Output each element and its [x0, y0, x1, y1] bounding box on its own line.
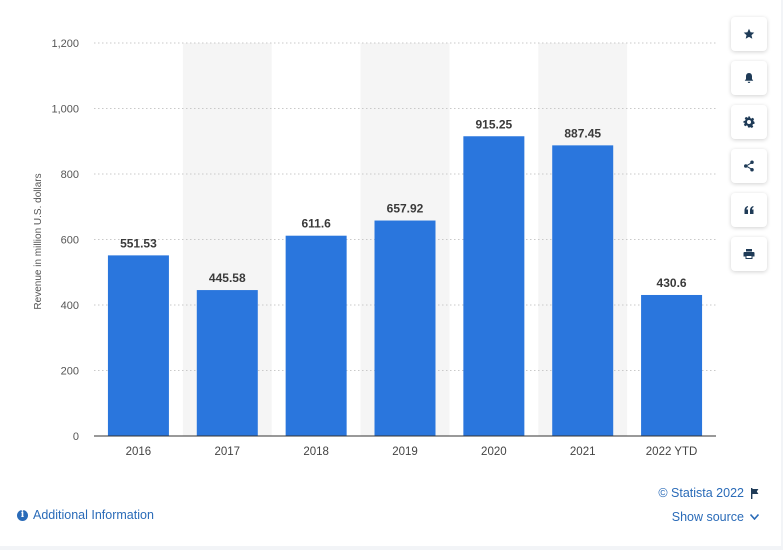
quote-icon [744, 206, 754, 214]
x-tick-label: 2021 [570, 446, 596, 458]
y-tick-label: 600 [61, 235, 79, 247]
cite-button[interactable] [731, 193, 767, 227]
bar-value-label: 657.92 [387, 202, 424, 216]
bar-value-label: 611.6 [301, 217, 331, 231]
x-tick-label: 2016 [126, 446, 152, 458]
additional-information-link[interactable]: i Additional Information [17, 508, 154, 522]
bar-value-label: 887.45 [564, 126, 601, 140]
chevron-down-icon [750, 514, 759, 520]
print-button[interactable] [731, 237, 767, 271]
bar[interactable] [552, 145, 614, 437]
share-icon [744, 160, 754, 172]
print-icon [743, 249, 755, 259]
bar-value-label: 445.58 [209, 271, 246, 285]
additional-information-label: Additional Information [33, 508, 154, 522]
x-tick-label: 2017 [214, 446, 240, 458]
y-tick-label: 1,000 [51, 104, 79, 116]
bell-icon [744, 73, 754, 83]
statista-credit[interactable]: © Statista 2022 [658, 486, 759, 500]
bar-value-label: 430.6 [657, 276, 687, 290]
y-tick-label: 800 [61, 169, 79, 181]
info-icon: i [17, 509, 28, 521]
y-tick-label: 200 [61, 366, 79, 378]
notification-button[interactable] [731, 61, 767, 95]
bar[interactable] [641, 294, 703, 436]
y-tick-label: 0 [73, 431, 79, 443]
x-tick-label: 2019 [392, 446, 418, 458]
y-tick-label: 1,200 [51, 38, 79, 50]
bar-value-label: 551.53 [120, 236, 157, 250]
bar[interactable] [196, 290, 258, 436]
x-tick-label: 2022 YTD [646, 446, 698, 458]
flag-icon [751, 487, 759, 499]
x-tick-label: 2020 [481, 446, 507, 458]
y-axis-title: Revenue in million U.S. dollars [33, 173, 44, 309]
bar[interactable] [107, 255, 169, 436]
credit-label: © Statista 2022 [658, 486, 744, 500]
gear-icon [743, 116, 755, 128]
bar[interactable] [463, 136, 525, 437]
y-tick-label: 400 [61, 300, 79, 312]
settings-button[interactable] [731, 105, 767, 139]
show-source-link[interactable]: Show source [672, 510, 759, 524]
star-icon [743, 28, 755, 39]
bar-value-label: 915.25 [476, 117, 513, 131]
share-button[interactable] [731, 149, 767, 183]
bar[interactable] [285, 235, 347, 436]
show-source-label: Show source [671, 510, 744, 524]
favorite-button[interactable] [731, 17, 767, 51]
x-tick-label: 2018 [303, 446, 329, 458]
bar[interactable] [374, 220, 436, 436]
